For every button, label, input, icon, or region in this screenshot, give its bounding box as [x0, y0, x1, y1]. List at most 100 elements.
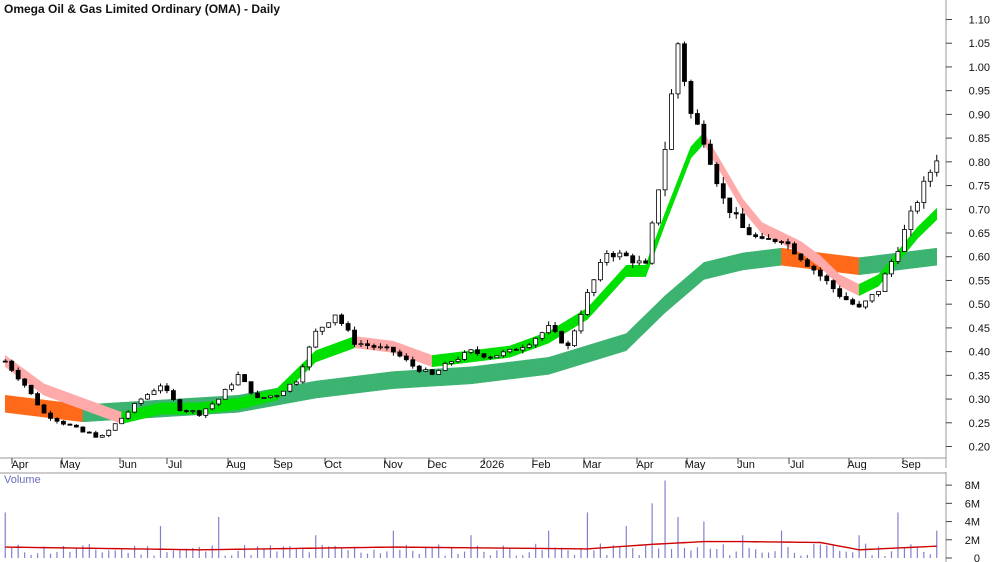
long-ma-band — [11, 395, 19, 415]
time-tick-label: Dec — [427, 459, 447, 470]
short-ma-band — [735, 186, 743, 212]
candle-body — [759, 236, 765, 239]
long-ma-band — [697, 261, 705, 286]
candle-body — [442, 363, 448, 371]
long-ma-band — [302, 381, 310, 401]
candle-body — [138, 398, 144, 404]
short-ma-band — [89, 400, 97, 415]
candle-body — [358, 343, 364, 346]
short-ma-band — [632, 265, 640, 277]
candle-body — [403, 355, 409, 361]
price-tick-label: 0.60 — [969, 252, 990, 264]
time-tick-label: May — [685, 459, 706, 470]
candle-body — [73, 424, 79, 428]
short-ma-band — [613, 271, 621, 292]
candle-body — [617, 252, 623, 258]
candle-body — [733, 212, 739, 215]
candle-body — [869, 293, 875, 302]
long-ma-band — [580, 345, 588, 365]
long-ma-band — [56, 401, 64, 420]
long-ma-band — [399, 370, 407, 389]
candle-body — [850, 299, 856, 305]
candle-body — [481, 353, 487, 358]
long-ma-band — [651, 301, 659, 326]
short-ma-band — [140, 405, 148, 420]
short-ma-band — [341, 338, 349, 353]
candle-body — [798, 253, 804, 261]
short-ma-band — [626, 265, 633, 277]
long-ma-band — [470, 365, 478, 385]
long-ma-band — [613, 335, 621, 355]
candle-body — [779, 241, 784, 244]
long-ma-band — [664, 289, 672, 314]
short-ma-band — [593, 293, 601, 313]
long-ma-band — [354, 375, 362, 394]
time-tick-label: Jul — [168, 459, 182, 470]
short-ma-band — [917, 220, 925, 240]
short-ma-band — [930, 207, 938, 227]
long-ma-band — [871, 255, 879, 274]
price-tick-label: 0.75 — [969, 181, 990, 193]
short-ma-band — [748, 206, 756, 227]
short-ma-band — [160, 402, 168, 415]
long-ma-band — [858, 256, 866, 276]
candle-body — [572, 330, 577, 346]
long-ma-band — [360, 374, 368, 393]
candle-body — [630, 255, 636, 264]
candle-body — [28, 384, 34, 395]
candle-body — [2, 360, 8, 363]
candle-body — [222, 388, 228, 400]
candle-body — [494, 355, 500, 359]
candle-body — [817, 269, 823, 277]
candle-body — [54, 417, 60, 422]
short-ma-band — [315, 347, 323, 363]
short-ma-band — [334, 340, 342, 356]
candle-body — [274, 395, 280, 397]
volume-tick-label: 0 — [974, 553, 980, 562]
candle-body — [93, 432, 99, 438]
time-tick-label: Jul — [790, 459, 804, 470]
candle-body — [164, 385, 170, 392]
candle-body — [248, 381, 254, 394]
short-ma-band — [638, 265, 646, 277]
long-ma-band — [567, 349, 575, 369]
short-ma-band — [186, 402, 194, 415]
candle-body — [397, 351, 403, 357]
time-tick-label: Mar — [583, 459, 602, 470]
short-ma-band — [865, 277, 873, 293]
candle-body — [261, 397, 267, 399]
short-ma-band — [153, 402, 161, 417]
candle-body — [837, 288, 843, 297]
candle-body — [804, 259, 810, 267]
short-ma-band — [56, 388, 64, 403]
time-tick-label: Apr — [636, 459, 653, 470]
price-tick-label: 0.45 — [969, 323, 990, 335]
candle-body — [203, 408, 209, 416]
short-ma-band — [244, 394, 252, 409]
short-ma-band — [425, 352, 433, 368]
candle-body — [293, 381, 299, 385]
candle-body — [229, 384, 235, 390]
candle-body — [313, 330, 319, 348]
long-ma-band — [17, 396, 25, 416]
candle-body — [15, 369, 21, 380]
candle-body — [158, 385, 163, 392]
short-ma-band — [418, 350, 426, 365]
chart-title: Omega Oil & Gas Limited Ordinary (OMA) -… — [4, 2, 281, 16]
long-ma-band — [839, 255, 847, 274]
long-ma-band — [761, 249, 769, 268]
short-ma-band — [95, 402, 103, 417]
price-tick-label: 0.40 — [969, 347, 990, 359]
long-ma-band — [24, 397, 32, 416]
long-ma-band — [554, 353, 562, 373]
time-tick-label: Feb — [532, 459, 551, 470]
short-ma-band — [858, 280, 866, 297]
candle-body — [927, 171, 933, 182]
candle-body — [720, 183, 726, 199]
candle-body — [86, 431, 92, 434]
candle-body — [914, 202, 920, 212]
long-ma-band — [574, 347, 582, 367]
price-tick-label: 0.25 — [969, 418, 990, 430]
candle-body — [190, 410, 196, 413]
short-ma-band — [729, 175, 737, 201]
